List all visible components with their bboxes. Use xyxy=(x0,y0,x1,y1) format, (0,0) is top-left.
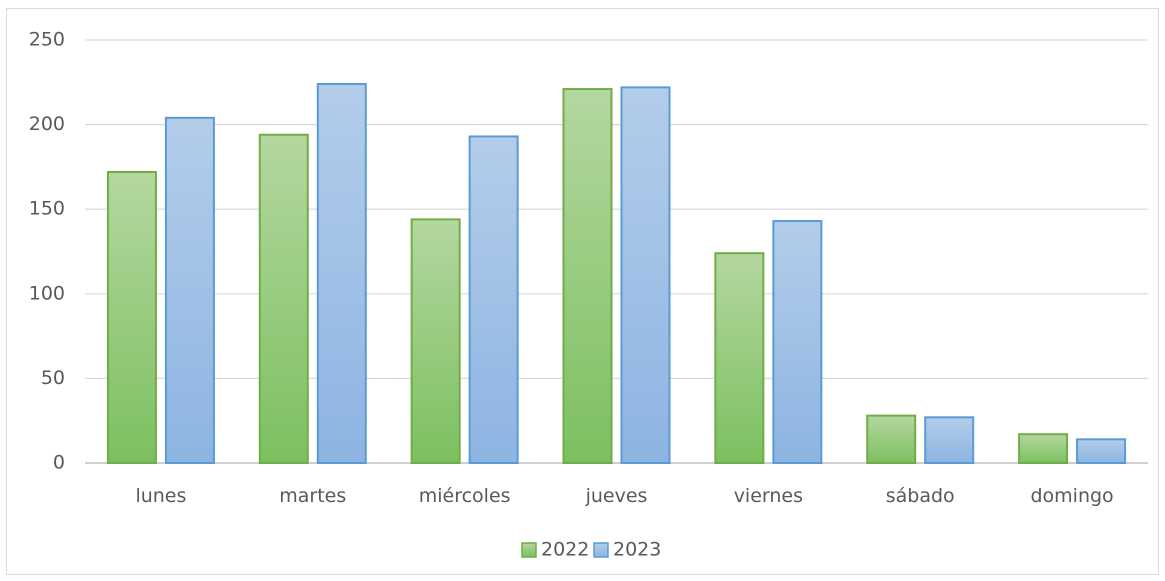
y-tick-label: 50 xyxy=(41,367,65,389)
legend-swatch-2023 xyxy=(593,542,609,558)
y-tick-label: 100 xyxy=(29,282,65,304)
legend-label-2023: 2023 xyxy=(613,539,661,561)
bar-2023-viernes xyxy=(772,220,823,464)
legend-label-2022: 2022 xyxy=(541,539,589,561)
bar-2023-jueves xyxy=(620,86,671,464)
bar-2022-sábado xyxy=(866,414,917,464)
y-tick-label: 0 xyxy=(53,452,65,474)
bars xyxy=(106,82,1127,465)
legend: 2022 2023 xyxy=(521,539,661,561)
bar-2022-lunes xyxy=(106,170,157,464)
bar-2022-domingo xyxy=(1018,433,1069,464)
x-category-label: domingo xyxy=(1030,485,1113,507)
x-category-label: jueves xyxy=(585,485,648,507)
bar-2022-viernes xyxy=(714,252,765,464)
y-axis-ticks: 0 50 100 150 200 250 xyxy=(29,29,65,474)
bar-2022-jueves xyxy=(562,88,613,465)
y-tick-label: 200 xyxy=(29,113,65,135)
legend-swatch-2022 xyxy=(521,542,537,558)
bar-2023-martes xyxy=(316,82,367,464)
bar-2022-miércoles xyxy=(410,218,461,464)
bar-2023-lunes xyxy=(164,116,215,464)
y-tick-label: 250 xyxy=(29,29,65,51)
bar-2023-domingo xyxy=(1076,438,1127,465)
bar-2023-sábado xyxy=(924,416,975,465)
x-category-label: miércoles xyxy=(419,485,511,507)
x-category-label: sábado xyxy=(886,485,955,507)
bar-2022-martes xyxy=(258,133,309,464)
x-category-label: viernes xyxy=(734,485,803,507)
y-tick-label: 150 xyxy=(29,198,65,220)
x-category-label: martes xyxy=(279,485,346,507)
x-category-label: lunes xyxy=(135,485,186,507)
bar-2023-miércoles xyxy=(468,135,519,464)
x-axis-labels: lunes martes miércoles jueves viernes sábado d… xyxy=(135,485,1113,507)
